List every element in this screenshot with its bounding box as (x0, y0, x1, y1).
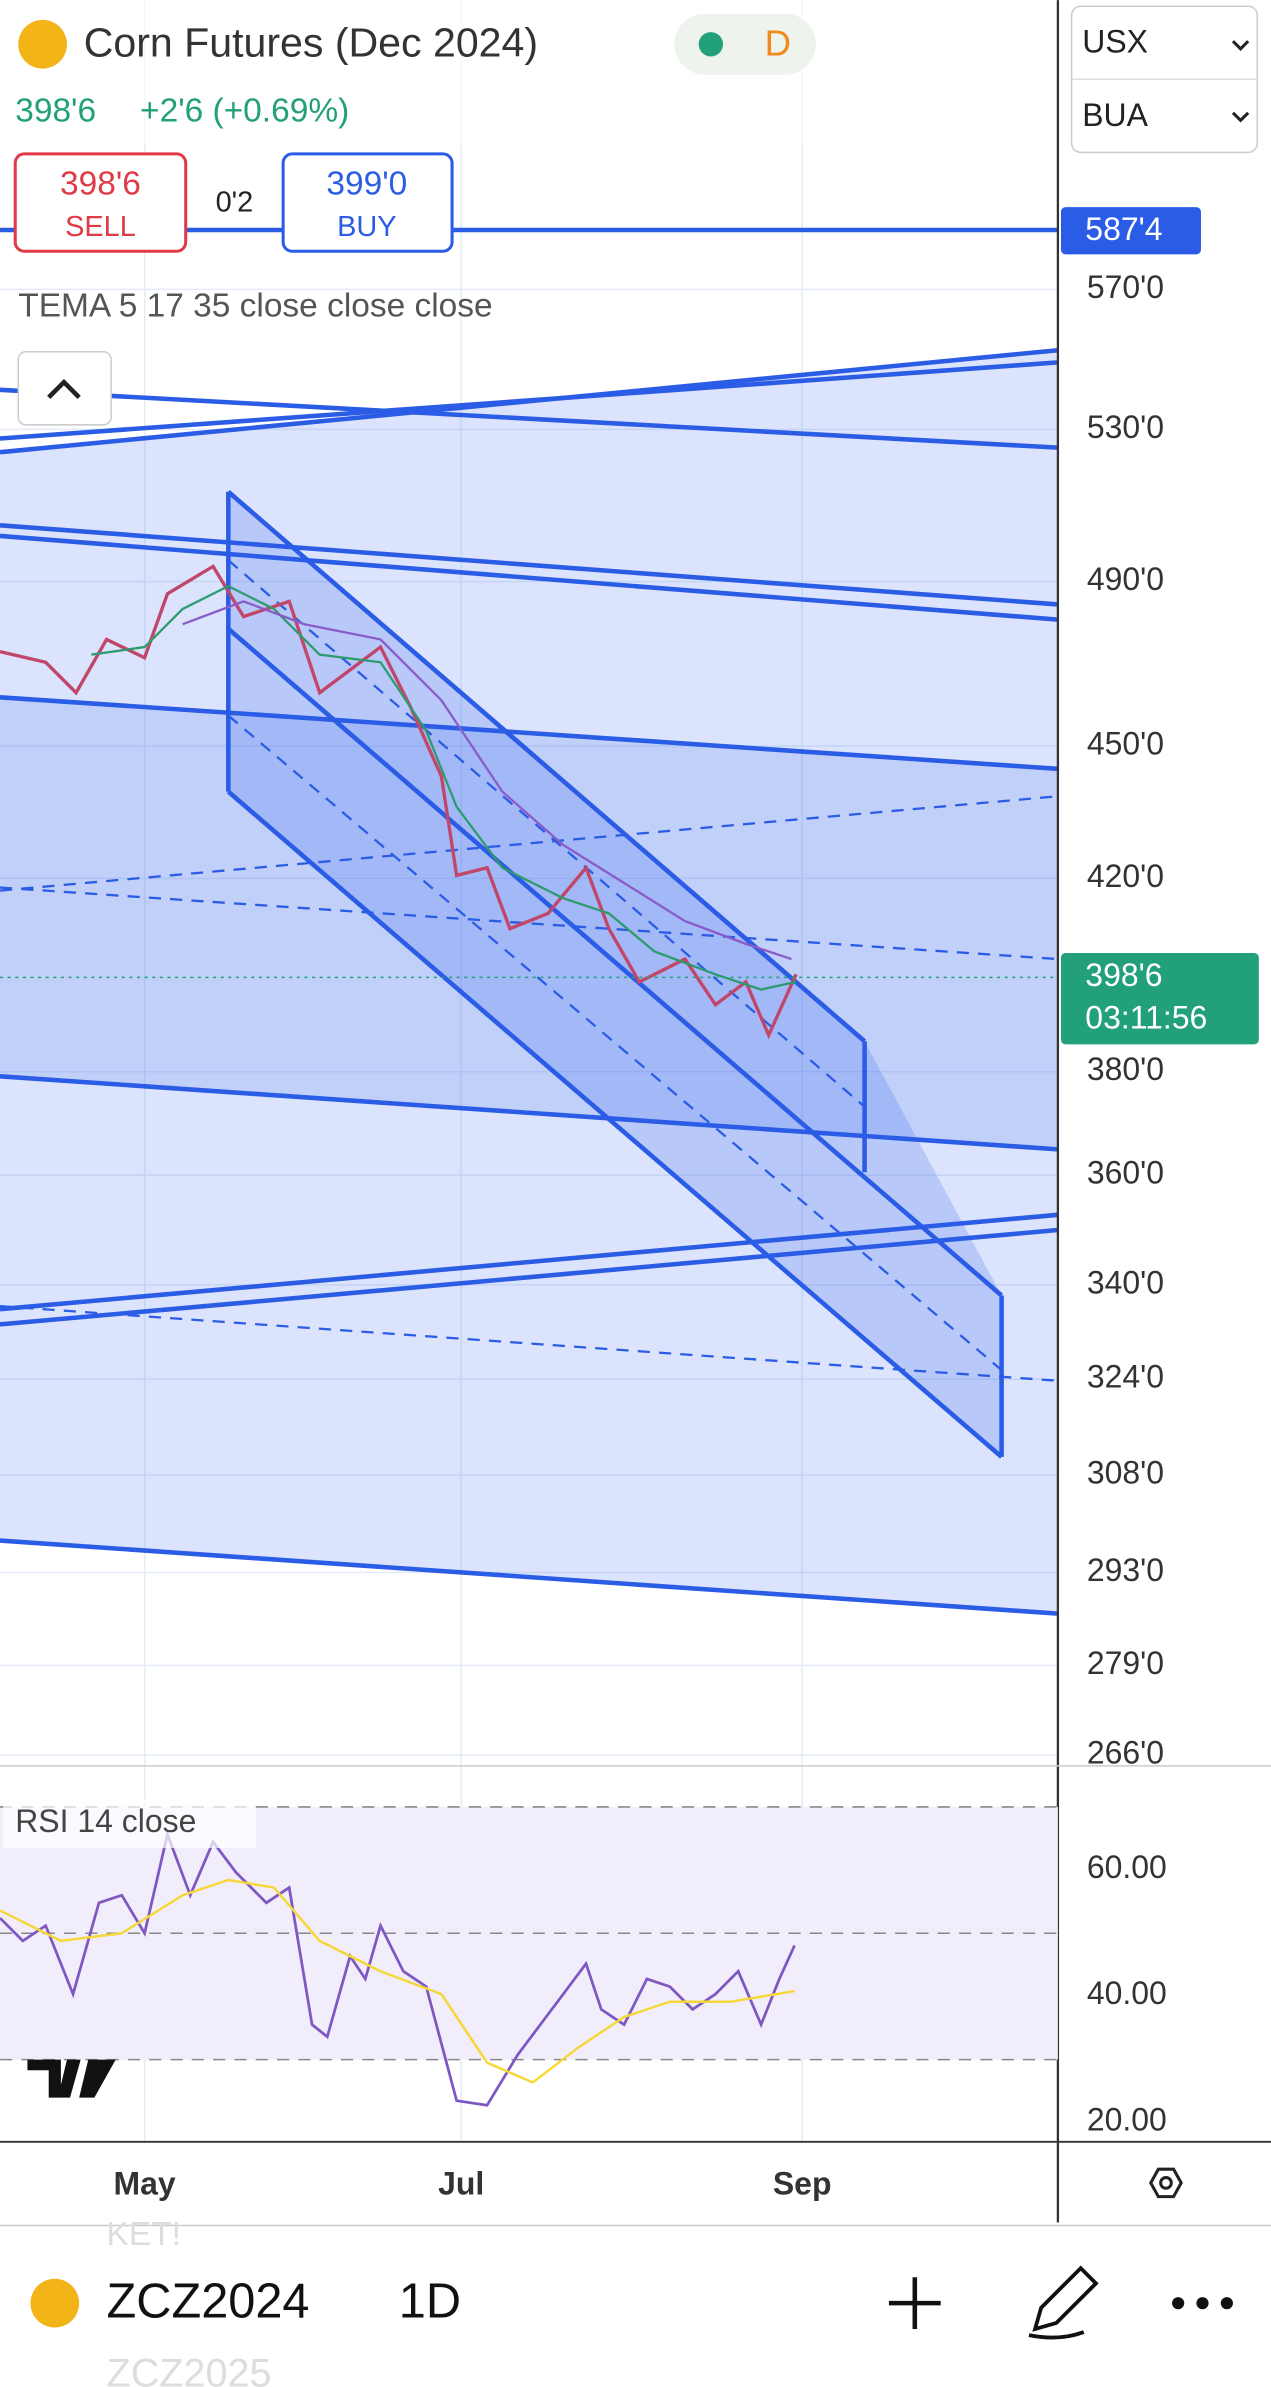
symbol-icon (18, 19, 67, 69)
rsi-tick-label: 20.00 (1087, 2101, 1167, 2137)
caret (47, 378, 81, 400)
sell-price: 398'6 (60, 166, 141, 203)
spread: 0'2 (216, 187, 254, 219)
title: Corn Futures (Dec 2024) (84, 20, 538, 66)
badge: D (765, 22, 791, 63)
tema-line (91, 584, 797, 991)
price-tick-label: 324'0 (1087, 1359, 1164, 1395)
header-bg (0, 0, 1058, 145)
price-tick-label: 308'0 (1087, 1455, 1164, 1491)
interval[interactable]: 1D (399, 2275, 461, 2329)
change: +2'6 (+0.69%) (140, 93, 349, 130)
tag-countdown: 03:11:56 (1085, 999, 1207, 1035)
sell-label: SELL (65, 211, 136, 243)
add-button[interactable] (888, 2277, 941, 2330)
price-tick-label: 450'0 (1087, 725, 1164, 761)
line-label: 587'4 (1085, 211, 1162, 247)
next-symbol: ZCZ2025 (107, 2352, 272, 2387)
channel-fill (0, 350, 1058, 1614)
buy-button[interactable] (281, 152, 454, 253)
tema-line (182, 600, 792, 961)
logo (27, 2059, 116, 2098)
currency[interactable]: USX (1082, 24, 1148, 60)
prev-symbol: KET! (107, 2216, 181, 2253)
price-line (0, 564, 798, 1040)
dashed-lines (0, 559, 1058, 1382)
time-tick-label: Jul (438, 2165, 484, 2201)
buy-price: 399'0 (326, 166, 407, 203)
rsi-line (0, 1829, 796, 2107)
market-dot (698, 32, 724, 57)
tag-price: 398'6 (1085, 957, 1162, 993)
price-tick-label: 340'0 (1087, 1264, 1164, 1300)
price-tick-label: 360'0 (1087, 1155, 1164, 1191)
time-tick-label: Sep (773, 2165, 832, 2201)
draw-button[interactable] (1028, 2265, 1099, 2340)
price-tick-label: 380'0 (1087, 1051, 1164, 1087)
time-axis: May Jul Sep (114, 2165, 832, 2201)
chevron (1231, 111, 1250, 123)
settings-icon[interactable] (1149, 2167, 1183, 2199)
symbol-icon (30, 2278, 80, 2328)
status-pill (674, 13, 816, 75)
line-label-bg (1060, 207, 1201, 255)
rsi-label: RSI 14 close (15, 1803, 196, 1839)
rsi-tick-label: 40.00 (1087, 1975, 1167, 2011)
last-price-tag (1060, 952, 1259, 1045)
buy-label: BUY (337, 211, 396, 243)
more-button[interactable] (1172, 2297, 1233, 2310)
price-tick-label: 266'0 (1087, 1735, 1164, 1771)
collapse-button[interactable] (17, 350, 112, 426)
symbol[interactable]: ZCZ2024 (107, 2275, 310, 2329)
rsi-label-bg (3, 1799, 256, 1849)
price-axis-bg (1059, 0, 1271, 1766)
settings-icon-dot (1159, 2176, 1173, 2190)
rsi-tick-label: 60.00 (1087, 1849, 1167, 1885)
last-price: 398'6 (15, 93, 96, 130)
trend-lines (0, 347, 1059, 1616)
price-tick-label: 279'0 (1087, 1645, 1164, 1681)
unit[interactable]: BUA (1082, 97, 1148, 133)
rsi-ma (0, 1878, 795, 2084)
price-grid (0, 288, 1058, 1756)
price-tick-label: 530'0 (1087, 409, 1164, 445)
price-tick-label: 490'0 (1087, 561, 1164, 597)
indicator-label: TEMA 5 17 35 close close close (18, 287, 492, 324)
rsi-axis: 60.00 40.00 20.00 (1087, 1849, 1167, 2138)
sell-button[interactable] (13, 152, 188, 253)
time-tick-label: May (114, 2165, 176, 2201)
price-tick-label: 570'0 (1087, 269, 1164, 305)
chevron (1231, 40, 1250, 51)
price-tick-label: 293'0 (1087, 1552, 1164, 1588)
channel-fill (0, 697, 1058, 1150)
price-tick-label: 420'0 (1087, 858, 1164, 894)
price-axis: 570'0 530'0 490'0 450'0 420'0 380'0 360'0 340'0… (1087, 269, 1164, 1771)
